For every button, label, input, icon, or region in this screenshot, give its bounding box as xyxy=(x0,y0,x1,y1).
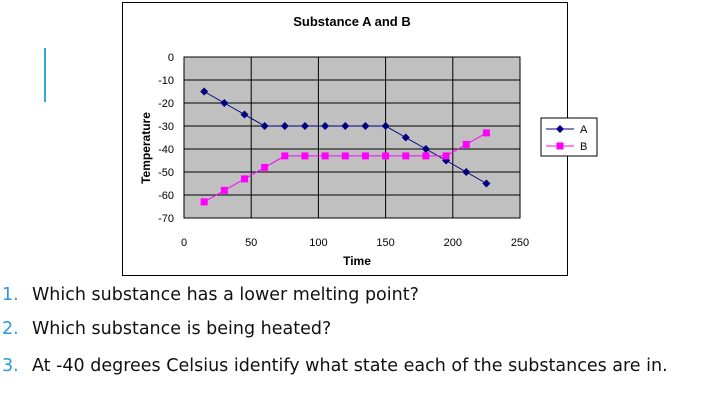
series-B-point xyxy=(281,152,289,160)
question-2-text: Which substance is being heated? xyxy=(32,319,332,339)
series-A-point xyxy=(341,122,350,130)
series-B-point xyxy=(361,152,369,160)
chart-title: Substance A and B xyxy=(293,14,411,29)
series-A-point xyxy=(220,99,229,107)
series-A-point xyxy=(300,122,309,130)
series-B-point xyxy=(321,152,329,160)
x-tick-label: 200 xyxy=(444,237,462,249)
x-tick-label: 100 xyxy=(309,237,327,249)
legend-B-marker xyxy=(556,142,564,150)
series-B-point xyxy=(220,186,228,194)
series-A-point xyxy=(361,122,370,130)
legend-A-marker xyxy=(556,125,564,133)
series-B-point xyxy=(261,163,269,171)
series-A-point xyxy=(200,87,209,96)
series-B-point xyxy=(482,129,490,137)
x-tick-label: 0 xyxy=(181,237,187,249)
x-tick-label: 250 xyxy=(511,237,529,249)
series-A-point xyxy=(321,122,330,130)
y-tick-label: -20 xyxy=(158,98,174,110)
legend-B-label: B xyxy=(580,141,587,153)
series-B-point xyxy=(442,152,450,160)
question-2-number: 2. xyxy=(2,319,19,339)
y-tick-label: 0 xyxy=(168,52,174,64)
legend-box xyxy=(540,117,598,157)
question-3-text: At -40 degrees Celsius identify what sta… xyxy=(32,356,668,376)
question-3-number: 3. xyxy=(2,356,19,376)
y-tick-label: -10 xyxy=(158,75,174,87)
y-tick-label: -60 xyxy=(158,190,174,202)
y-tick-label: -40 xyxy=(158,144,174,156)
series-B-point xyxy=(240,175,248,183)
y-tick-label: -50 xyxy=(158,167,174,179)
series-B-point xyxy=(462,140,470,148)
series-A-point xyxy=(482,179,491,188)
x-tick-label: 50 xyxy=(245,237,257,249)
x-tick-label: 150 xyxy=(376,237,394,249)
series-A-point xyxy=(401,133,410,142)
series-A-point xyxy=(280,122,289,130)
question-1-text: Which substance has a lower melting poin… xyxy=(32,285,419,305)
series-B-point xyxy=(422,152,430,160)
y-axis-label: Temperature xyxy=(139,112,153,184)
series-A-point xyxy=(240,110,249,119)
series-B-point xyxy=(402,152,410,160)
series-A-point xyxy=(381,122,390,130)
question-1-number: 1. xyxy=(2,285,19,305)
series-B-point xyxy=(301,152,309,160)
series-B-point xyxy=(341,152,349,160)
series-B-point xyxy=(382,152,390,160)
series-B-point xyxy=(200,198,208,206)
series-A-point xyxy=(260,122,269,130)
accent-bar xyxy=(44,48,46,102)
legend-A-label: A xyxy=(580,124,588,136)
y-tick-label: -70 xyxy=(158,213,174,225)
plot-area xyxy=(183,56,521,219)
x-axis-label: Time xyxy=(343,254,371,268)
series-A-point xyxy=(462,168,471,176)
y-tick-label: -30 xyxy=(158,121,174,133)
series-A-point xyxy=(421,145,430,153)
